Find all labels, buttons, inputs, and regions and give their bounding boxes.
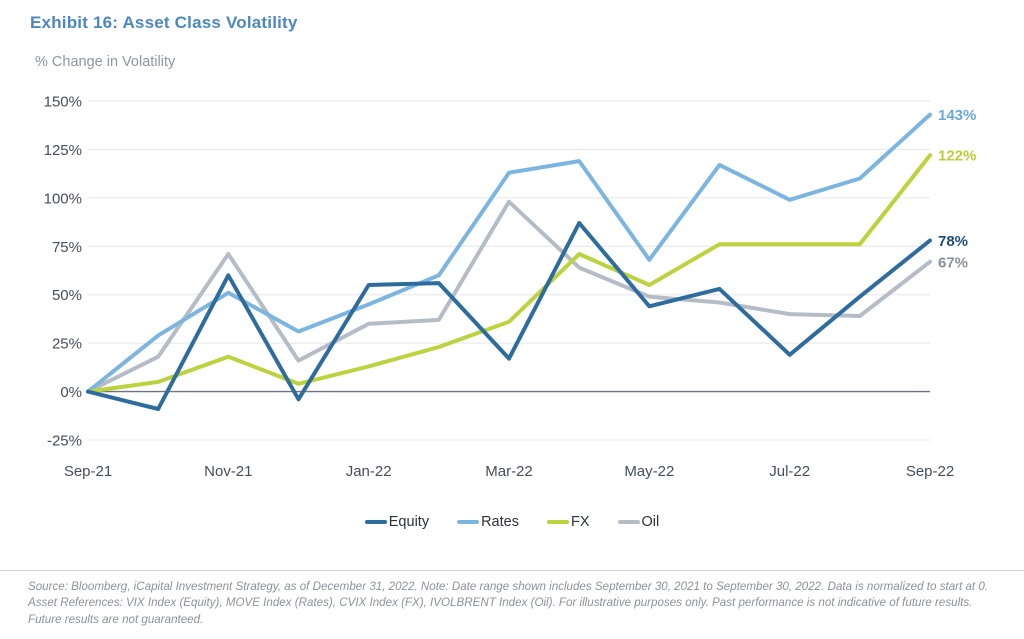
legend-label-rates: Rates — [481, 514, 519, 530]
legend-label-equity: Equity — [388, 514, 430, 530]
legend-item-oil: Oil — [617, 514, 660, 530]
x-tick-label: May-22 — [624, 463, 674, 480]
y-tick-label: 25% — [52, 336, 82, 353]
y-axis-title: % Change in Volatility — [35, 54, 176, 70]
y-tick-label: -25% — [47, 433, 82, 450]
line-series-equity — [86, 221, 932, 411]
y-tick-label: 0% — [60, 384, 82, 401]
legend-item-equity: Equity — [364, 514, 430, 530]
legend-swatch-equity — [364, 520, 387, 524]
x-tick-label: Mar-22 — [485, 463, 533, 480]
asset-class-volatility-line-chart: 150% 125% 100% 75% 50% 25% 0% -25% Sep-21 Nov-21 J… — [44, 94, 977, 481]
end-label-equity: 78% — [938, 233, 968, 250]
source-note: Source: Bloomberg, iCapital Investment S… — [28, 580, 989, 626]
legend-item-rates: Rates — [457, 514, 519, 530]
y-tick-label: 150% — [44, 94, 82, 111]
footer-divider — [0, 570, 1024, 571]
legend-swatch-oil — [617, 520, 640, 524]
y-tick-label: 75% — [52, 239, 82, 256]
x-tick-label: Sep-21 — [64, 463, 112, 480]
exhibit-title: Exhibit 16: Asset Class Volatility — [30, 13, 298, 32]
y-tick-label: 100% — [44, 190, 82, 207]
legend-item-fx: FX — [546, 514, 590, 530]
legend-swatch-rates — [457, 520, 480, 524]
x-tick-label: Jan-22 — [346, 463, 392, 480]
legend-label-fx: FX — [570, 514, 590, 530]
x-tick-label: Sep-22 — [906, 463, 954, 480]
end-label-fx: 122% — [938, 148, 976, 165]
line-series-rates — [86, 112, 932, 394]
end-label-rates: 143% — [938, 107, 976, 124]
legend-label-oil: Oil — [641, 514, 660, 530]
end-label-oil: 67% — [938, 254, 968, 271]
line-series-fx — [86, 153, 932, 394]
y-tick-label: 50% — [52, 287, 82, 304]
y-tick-label: 125% — [44, 142, 82, 159]
line-series-oil — [86, 199, 932, 394]
chart-legend: Equity Rates FX Oil — [0, 514, 1024, 530]
x-tick-label: Nov-21 — [204, 463, 252, 480]
x-tick-label: Jul-22 — [769, 463, 810, 480]
legend-swatch-fx — [546, 520, 569, 524]
